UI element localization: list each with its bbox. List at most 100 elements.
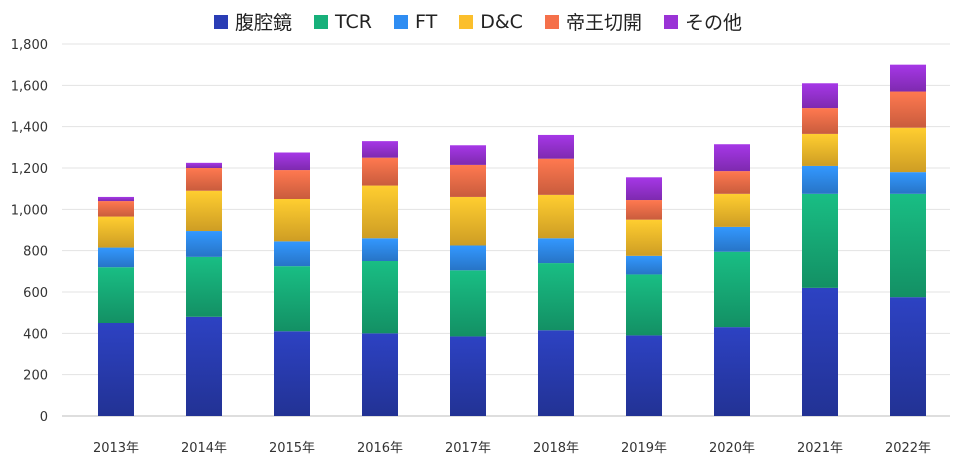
bar-segment <box>538 263 574 331</box>
bar-segment <box>802 165 838 194</box>
bar-segment <box>450 164 486 197</box>
bar-segment <box>714 226 750 252</box>
bar-segment <box>890 172 926 194</box>
bar-segment <box>274 331 310 416</box>
y-tick-label: 800 <box>23 245 48 260</box>
bar-segment <box>362 185 398 239</box>
bar-segment <box>362 333 398 416</box>
bar-segment <box>714 193 750 227</box>
bar-segment <box>802 133 838 166</box>
bar-segment <box>538 330 574 416</box>
legend-item: その他 <box>663 8 742 35</box>
legend-item: 腹腔鏡 <box>214 8 292 35</box>
bar-segment <box>714 171 750 194</box>
bar-segment <box>186 162 222 168</box>
bar-segment <box>186 316 222 416</box>
bar-segment <box>362 157 398 186</box>
bar-segment <box>274 170 310 199</box>
bar-segment <box>802 193 838 288</box>
x-tick-label: 2019年 <box>621 441 667 456</box>
y-tick-label: 0 <box>40 410 48 425</box>
y-tick-label: 600 <box>23 286 48 301</box>
bar-segment <box>538 158 574 195</box>
bar-segment <box>538 134 574 159</box>
bar-segment <box>890 193 926 298</box>
bar-segment <box>538 194 574 239</box>
x-tick-label: 2013年 <box>93 441 139 456</box>
bar-segment <box>98 201 134 217</box>
bar-segment <box>450 270 486 337</box>
x-tick-label: 2014年 <box>181 441 227 456</box>
bar-segment <box>98 247 134 268</box>
legend-label: 腹腔鏡 <box>235 12 293 34</box>
legend: 腹腔鏡 TCR FT D&C 帝王切開 その他 <box>0 8 956 35</box>
bar-segment <box>98 323 134 416</box>
bar-segment <box>714 144 750 172</box>
bar-segment <box>450 196 486 246</box>
bar-segment <box>626 255 662 275</box>
y-tick-label: 1,800 <box>11 38 48 53</box>
x-tick-label: 2017年 <box>445 441 491 456</box>
x-tick-label: 2021年 <box>797 441 843 456</box>
bar-segment <box>890 297 926 416</box>
bar-segment <box>362 238 398 261</box>
bar-segment <box>274 152 310 171</box>
legend-label: TCR <box>335 10 373 33</box>
bar-segment <box>362 261 398 334</box>
legend-swatch <box>214 14 229 29</box>
legend-swatch <box>394 14 409 29</box>
bar-segment <box>626 274 662 336</box>
bar-segment <box>450 336 486 416</box>
bar-segment <box>274 266 310 332</box>
legend-item: TCR <box>314 8 372 35</box>
legend-label: 帝王切開 <box>565 12 642 34</box>
bar-segment <box>626 335 662 416</box>
legend-item: D&C <box>459 8 523 35</box>
bar-segment <box>186 231 222 257</box>
bar-segment <box>802 83 838 109</box>
bar-segment <box>714 327 750 416</box>
y-tick-label: 200 <box>23 369 48 384</box>
bar-segment <box>802 108 838 134</box>
bar-segment <box>626 219 662 256</box>
legend-swatch <box>663 14 678 29</box>
legend-swatch <box>459 14 474 29</box>
bar-segment <box>186 256 222 317</box>
bar-segment <box>626 200 662 220</box>
y-tick-label: 1,000 <box>11 203 48 218</box>
x-tick-label: 2018年 <box>533 441 579 456</box>
bar-segment <box>186 190 222 232</box>
x-tick-label: 2015年 <box>269 441 315 456</box>
y-tick-label: 400 <box>23 327 48 342</box>
bar-segment <box>450 245 486 271</box>
bar-segment <box>186 168 222 191</box>
legend-swatch <box>544 14 559 29</box>
x-tick-label: 2022年 <box>885 441 931 456</box>
legend-item: FT <box>394 8 437 35</box>
bar-segment <box>450 145 486 165</box>
bar-segment <box>714 251 750 328</box>
bar-segment <box>274 241 310 267</box>
x-tick-label: 2016年 <box>357 441 403 456</box>
bar-segment <box>626 177 662 201</box>
legend-swatch <box>314 14 329 29</box>
y-tick-label: 1,200 <box>11 162 48 177</box>
bar-segment <box>98 267 134 323</box>
bar-segment <box>98 196 134 202</box>
legend-item: 帝王切開 <box>544 8 642 35</box>
legend-label: その他 <box>684 12 742 34</box>
bar-segment <box>890 127 926 173</box>
y-tick-label: 1,600 <box>11 79 48 94</box>
bar-segment <box>890 64 926 92</box>
bar-segment <box>538 238 574 264</box>
legend-label: D&C <box>480 10 523 33</box>
bar-segment <box>890 91 926 128</box>
x-tick-label: 2020年 <box>709 441 755 456</box>
y-tick-label: 1,400 <box>11 121 48 136</box>
bar-segment <box>274 199 310 242</box>
bar-segment <box>362 141 398 158</box>
legend-label: FT <box>415 10 438 33</box>
bar-segment <box>802 287 838 416</box>
